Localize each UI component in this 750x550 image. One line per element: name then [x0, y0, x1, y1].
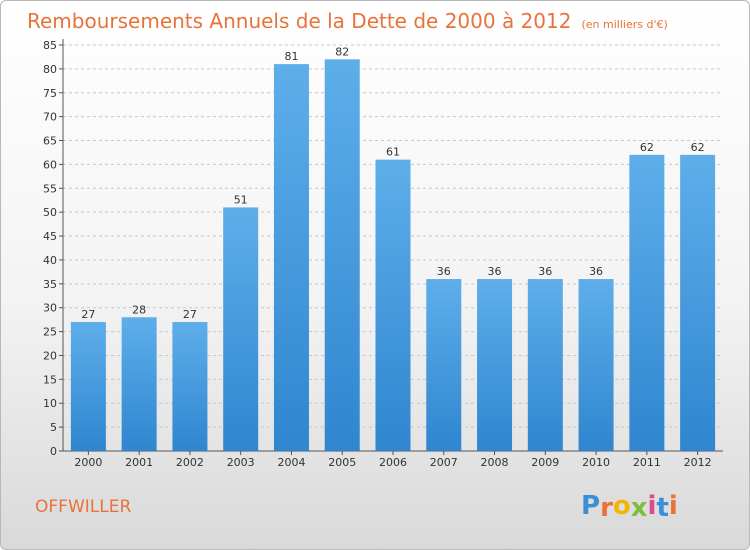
chart-title: Remboursements Annuels de la Dette de 20…	[27, 9, 572, 33]
x-tick-label-2001: 2001	[125, 456, 153, 469]
y-tick-label: 85	[43, 39, 57, 52]
value-label-2001: 28	[132, 303, 146, 316]
bar-2007	[426, 279, 462, 451]
bar-2004	[273, 64, 309, 451]
value-label-2002: 27	[183, 308, 197, 321]
y-tick-label: 15	[43, 373, 57, 386]
value-label-2005: 82	[335, 45, 349, 58]
x-tick-label-2010: 2010	[582, 456, 610, 469]
logo-letter: i	[668, 491, 678, 521]
bar-2001	[121, 317, 157, 451]
bar-2006	[375, 159, 411, 451]
y-tick-label: 65	[43, 135, 57, 148]
x-tick-label-2002: 2002	[176, 456, 204, 469]
x-tick-label-2000: 2000	[74, 456, 102, 469]
bar-2003	[223, 207, 259, 451]
y-tick-label: 50	[43, 206, 57, 219]
value-label-2008: 36	[488, 265, 502, 278]
logo-letter: o	[612, 491, 631, 521]
y-tick-label: 25	[43, 326, 57, 339]
y-tick-label: 80	[43, 63, 57, 76]
bar-2012	[680, 154, 716, 451]
chart-subtitle: (en milliers d'€)	[581, 18, 668, 31]
x-tick-label-2006: 2006	[379, 456, 407, 469]
x-tick-label-2004: 2004	[277, 456, 305, 469]
y-tick-label: 40	[43, 254, 57, 267]
value-label-2012: 62	[691, 141, 705, 154]
logo-letter: P	[581, 491, 601, 521]
logo-letter: x	[630, 493, 648, 523]
value-label-2007: 36	[437, 265, 451, 278]
y-tick-label: 5	[50, 421, 57, 434]
logo-letter: i	[647, 491, 657, 521]
value-label-2000: 27	[81, 308, 95, 321]
y-tick-label: 60	[43, 158, 57, 171]
value-label-2003: 51	[234, 193, 248, 206]
y-tick-label: 70	[43, 111, 57, 124]
y-tick-label: 45	[43, 230, 57, 243]
bar-layer	[70, 59, 716, 452]
y-tick-label: 30	[43, 302, 57, 315]
y-tick-label: 0	[50, 445, 57, 458]
x-tick-label-2003: 2003	[227, 456, 255, 469]
x-tick-label-2008: 2008	[481, 456, 509, 469]
x-tick-label-2005: 2005	[328, 456, 356, 469]
y-tick-label: 10	[43, 397, 57, 410]
bar-2011	[629, 154, 665, 451]
bar-2005	[324, 59, 360, 452]
y-tick-label: 75	[43, 87, 57, 100]
value-label-2006: 61	[386, 146, 400, 159]
y-tick-label: 35	[43, 278, 57, 291]
x-tick-label-2009: 2009	[531, 456, 559, 469]
y-tick-label: 20	[43, 349, 57, 362]
value-label-2010: 36	[589, 265, 603, 278]
logo-letter: t	[656, 493, 669, 523]
title-row: Remboursements Annuels de la Dette de 20…	[27, 9, 668, 33]
commune-name: OFFWILLER	[35, 497, 132, 517]
value-label-2011: 62	[640, 141, 654, 154]
bar-2010	[578, 279, 614, 451]
value-label-2009: 36	[538, 265, 552, 278]
bar-2008	[477, 279, 513, 451]
value-label-2004: 81	[284, 50, 298, 63]
bar-2002	[172, 322, 208, 451]
x-tick-label-2007: 2007	[430, 456, 458, 469]
logo-letter: r	[600, 493, 613, 523]
proxiti-logo[interactable]: Proxiti	[581, 491, 678, 523]
bar-2000	[70, 322, 106, 451]
y-tick-label: 55	[43, 182, 57, 195]
x-tick-label-2012: 2012	[684, 456, 712, 469]
bar-2009	[527, 279, 563, 451]
x-tick-label-2011: 2011	[633, 456, 661, 469]
label-layer: 27 2000 28 2001 27 2002 51 2003 81 2004 82 2005 61 20…	[74, 45, 711, 469]
